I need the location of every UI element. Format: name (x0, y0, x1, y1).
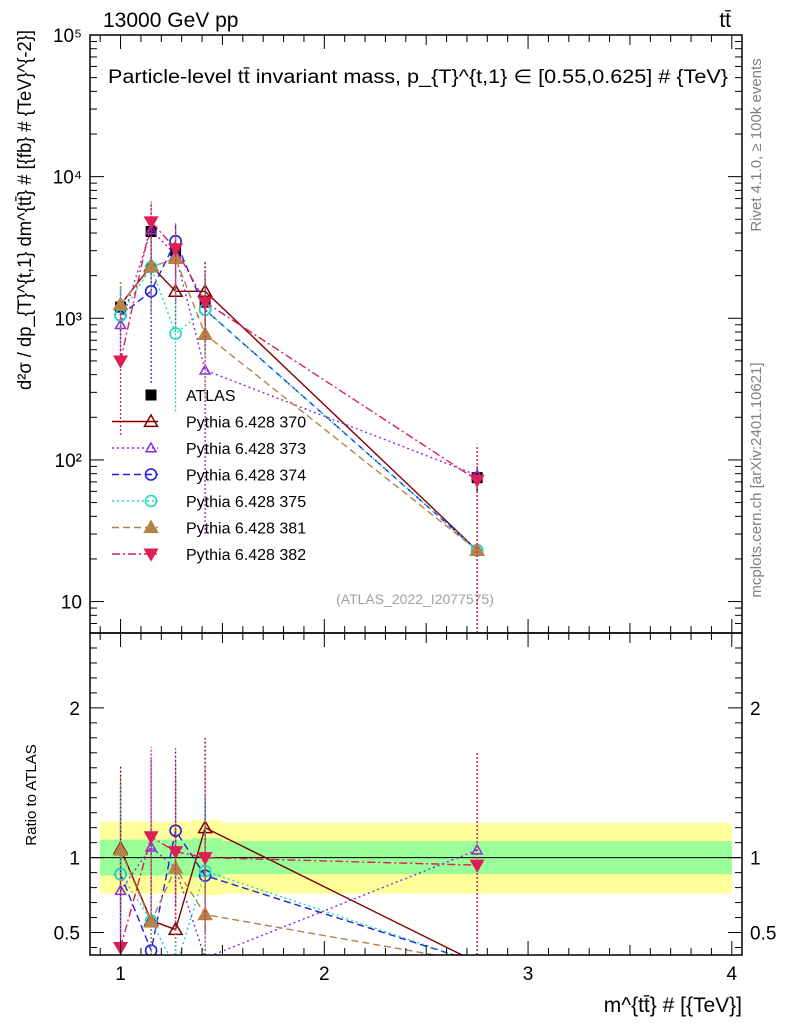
analysis-annotation: (ATLAS_2022_I2077575) (336, 591, 494, 607)
header-right: tt̄ (719, 9, 731, 32)
plot-frames (89, 34, 743, 956)
y-tick-label: 10 (61, 593, 82, 614)
y-tick-label: 10⁴ (53, 168, 82, 189)
data-point (145, 225, 157, 237)
ratio-frame (89, 632, 743, 956)
legend-item: ATLAS (145, 388, 236, 405)
legend-item: Pythia 6.428 375 (112, 494, 306, 511)
ratio-ylabel: Ratio to ATLAS (23, 744, 40, 845)
x-tick-label: 3 (523, 964, 534, 985)
ratio-point (168, 846, 184, 860)
x-axis-label: m^{tt̄} # [{TeV}] (604, 994, 742, 1017)
data-point (143, 216, 159, 230)
ratio-point (112, 842, 129, 856)
ratio-y-tick-label-right: 2 (750, 699, 761, 720)
legend-marker (143, 413, 159, 428)
legend-item: Pythia 6.428 373 (112, 441, 306, 458)
main-series (112, 201, 485, 633)
legend-item: Pythia 6.428 381 (112, 519, 306, 538)
ratio-series (112, 737, 485, 955)
main-title: Particle-level tt̄ invariant mass, p_{T}… (108, 67, 728, 88)
series-pythia-6.428-382 (113, 202, 485, 633)
mcplots-label: mcplots.cern.ch [arXiv:2401.10621] (748, 362, 765, 597)
data-point (197, 296, 213, 310)
legend-item: Pythia 6.428 382 (112, 547, 306, 564)
data-point (144, 285, 158, 298)
legend-item: Pythia 6.428 374 (112, 468, 306, 485)
data-point (469, 474, 485, 488)
legend-label: Pythia 6.428 381 (186, 521, 306, 538)
ratio-y-tick-label-right: 1 (750, 849, 761, 870)
data-point (143, 259, 159, 273)
ratio-y-tick-label: 1 (69, 849, 80, 870)
series-line (119, 228, 478, 476)
ratio-line (119, 870, 458, 955)
legend-marker (144, 468, 158, 481)
y-tick-label: 10³ (55, 309, 82, 330)
x-tick-label: 2 (319, 964, 330, 985)
ratio-point (143, 914, 159, 928)
legend-marker (145, 389, 157, 401)
legend-marker (144, 441, 158, 453)
legend-item: Pythia 6.428 370 (112, 413, 306, 432)
ratio-line (119, 835, 478, 948)
data-point (113, 355, 129, 369)
legend-marker (144, 494, 158, 508)
axis-ticks: 10 10² 10³ 10⁴ 10⁵ 1 2 3 4 0.5 0.5 1 1 2 2 (53, 26, 777, 985)
ratio-point (469, 859, 485, 873)
data-point (167, 250, 184, 264)
ratio-point (197, 852, 213, 866)
legend-label: Pythia 6.428 375 (186, 494, 306, 511)
legend-label: Pythia 6.428 374 (186, 468, 306, 485)
data-point (169, 327, 182, 340)
y-tick-label: 10² (55, 451, 82, 472)
rivet-label: Rivet 4.1.0, ≥ 100k events (748, 58, 765, 231)
ratio-point (197, 906, 213, 921)
legend: ATLAS Pythia 6.428 370 Pythia 6.428 373 Pyt… (112, 388, 306, 564)
legend-marker (143, 548, 159, 562)
legend-label: Pythia 6.428 382 (186, 547, 306, 564)
ratio-pythia-6.428-382 (113, 746, 485, 955)
ratio-y-tick-label: 2 (69, 699, 80, 720)
x-tick-label: 1 (115, 964, 126, 985)
main-frame (89, 34, 743, 634)
series-pythia-6.428-370 (112, 240, 485, 633)
legend-label: Pythia 6.428 370 (186, 415, 306, 432)
legend-label: Pythia 6.428 373 (186, 441, 306, 458)
data-point (112, 296, 129, 311)
legend-marker (143, 519, 159, 534)
data-point (168, 243, 184, 257)
y-tick-label: 10⁵ (53, 26, 82, 47)
ratio-y-tick-label-right: 0.5 (750, 924, 776, 945)
legend-label: ATLAS (186, 388, 236, 405)
header-left: 13000 GeV pp (103, 9, 238, 32)
x-tick-label: 4 (727, 964, 738, 985)
ratio-y-tick-label: 0.5 (54, 924, 80, 945)
ratio-point (143, 831, 159, 845)
main-ylabel: d²σ / dp_{T}^{t,1} dm^{tt̄} # [{fb} # {T… (15, 30, 36, 390)
